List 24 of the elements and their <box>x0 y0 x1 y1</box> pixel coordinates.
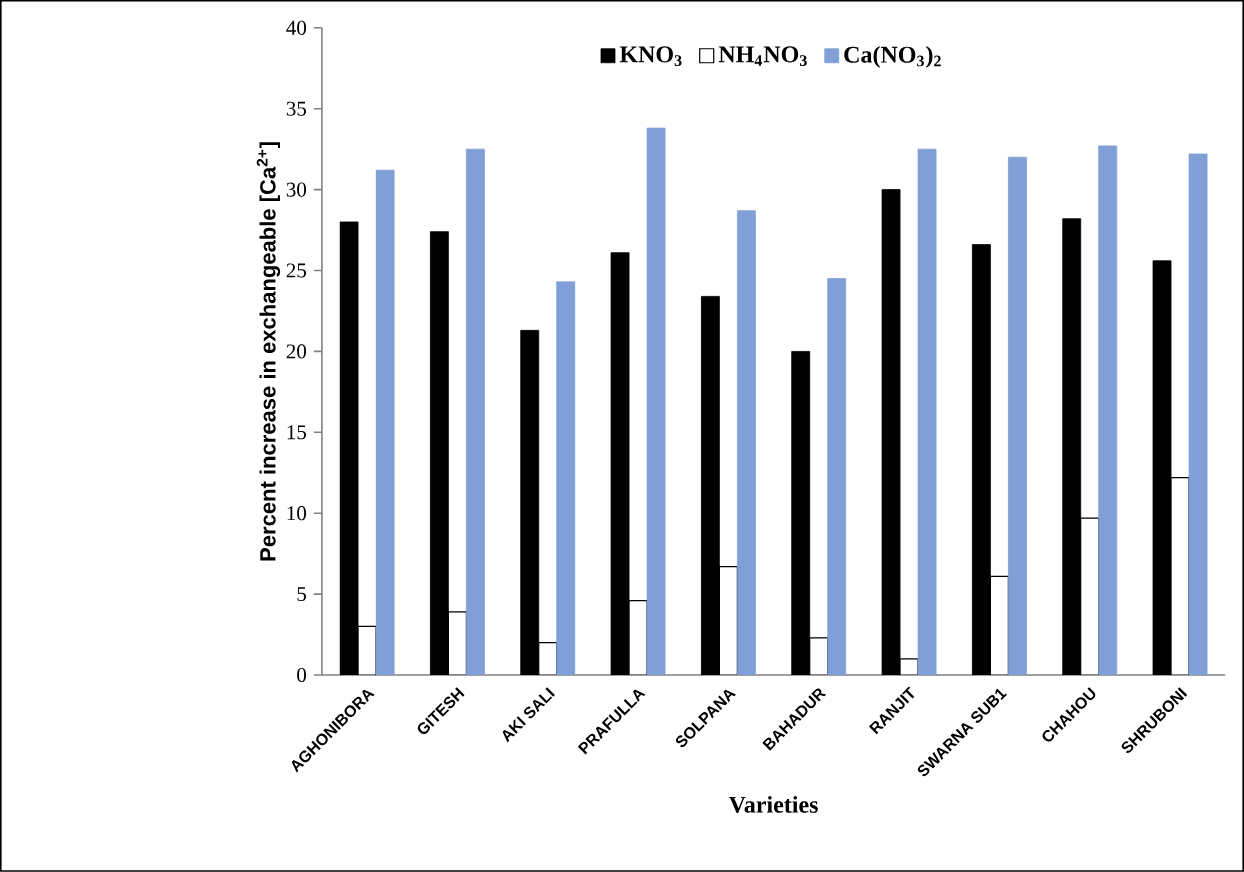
bar <box>375 169 395 676</box>
y-tick-label: 30 <box>286 182 307 197</box>
bar <box>827 278 847 676</box>
legend-label: KNO$_{3}$ <box>619 46 682 67</box>
bar <box>1007 156 1027 676</box>
legend-label: NH$_{4}$NO$_{3}$ <box>718 46 807 67</box>
bar <box>1188 153 1208 676</box>
bar <box>556 281 576 676</box>
y-axis-title: Percent increase in exchangeable [Ca$^{2+}$] <box>256 142 281 561</box>
bar <box>466 148 485 676</box>
y-tick-label: 40 <box>286 20 307 35</box>
bar <box>737 210 756 676</box>
y-tick-label: 35 <box>286 101 306 116</box>
bar <box>646 127 666 676</box>
y-tick-label: 0 <box>297 667 307 683</box>
y-tick-label: 15 <box>287 425 306 440</box>
y-tick-label: 20 <box>286 344 307 359</box>
bar <box>1098 145 1118 676</box>
x-axis-title: Varieties <box>728 796 818 814</box>
legend-label: Ca(NO$_{3}$)$_{2}$ <box>844 45 941 68</box>
bar <box>917 148 937 676</box>
y-tick-label: 5 <box>297 587 306 602</box>
y-tick-label: 25 <box>286 263 306 278</box>
y-tick-label: 10 <box>287 506 307 521</box>
